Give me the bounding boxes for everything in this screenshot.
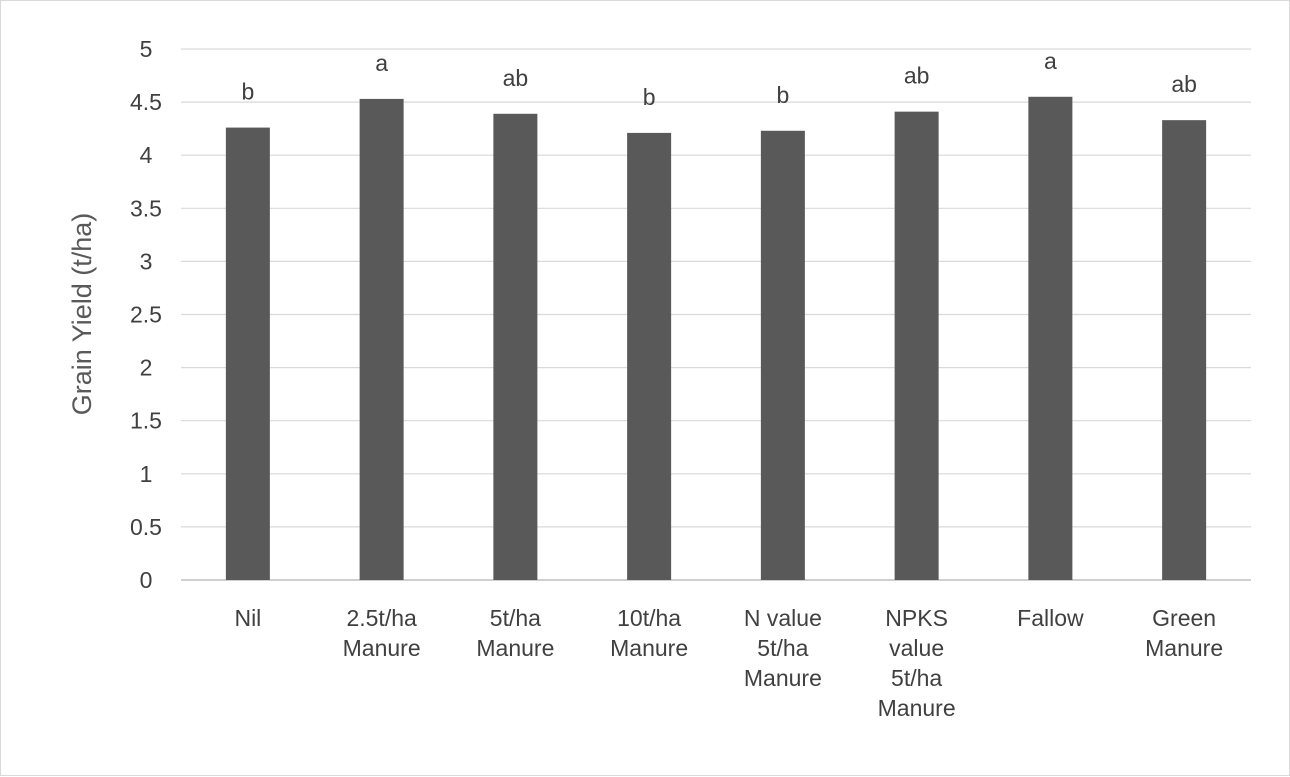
y-axis-ticks: 0 0.5 1 1.5 2 2.5 3 3.5 4 4.5 5: [130, 36, 162, 593]
x-category-label: Green Manure: [1145, 605, 1223, 661]
y-tick-label: 5: [140, 36, 153, 62]
x-category-label: NPKS value 5t/ha Manure: [878, 605, 956, 721]
gridlines: [181, 48, 1251, 581]
y-tick-label: 4: [140, 142, 153, 168]
bar: [1028, 96, 1073, 580]
x-category-label: 10t/ha Manure: [610, 605, 688, 661]
bar: [359, 98, 404, 580]
x-category-label: N value 5t/ha Manure: [744, 605, 822, 691]
bar: [894, 111, 939, 581]
significance-letter: a: [375, 50, 388, 76]
bar: [225, 127, 270, 580]
significance-letter: ab: [503, 65, 529, 91]
x-category-label: 2.5t/ha Manure: [343, 605, 421, 661]
bar: [493, 113, 538, 581]
significance-letter: b: [776, 82, 789, 108]
significance-letter: b: [643, 84, 656, 110]
x-axis-categories: Nil 2.5t/ha Manure 5t/ha Manure 10t/ha Manure N…: [234, 605, 1223, 721]
significance-letter: a: [1044, 48, 1057, 74]
y-tick-label: 1.5: [130, 408, 162, 434]
y-tick-label: 3: [140, 248, 153, 274]
y-tick-label: 1: [140, 461, 153, 487]
significance-letter: b: [241, 79, 254, 105]
y-tick-label: 0: [140, 567, 153, 593]
x-category-label: Fallow: [1017, 605, 1084, 631]
y-tick-label: 3.5: [130, 195, 162, 221]
bar: [760, 130, 805, 581]
y-tick-label: 4.5: [130, 89, 162, 115]
significance-letter: ab: [904, 63, 930, 89]
x-category-label: Nil: [234, 605, 261, 631]
x-category-label: 5t/ha Manure: [476, 605, 554, 661]
y-axis-title: Grain Yield (t/ha): [67, 213, 97, 416]
y-tick-label: 2: [140, 355, 153, 381]
y-tick-label: 2.5: [130, 302, 162, 328]
bar: [1162, 120, 1207, 581]
y-tick-label: 0.5: [130, 514, 162, 540]
significance-letter: ab: [1171, 71, 1197, 97]
significance-labels: b a ab b b ab a ab: [241, 48, 1196, 110]
bars: [225, 96, 1207, 581]
bar: [627, 132, 672, 580]
